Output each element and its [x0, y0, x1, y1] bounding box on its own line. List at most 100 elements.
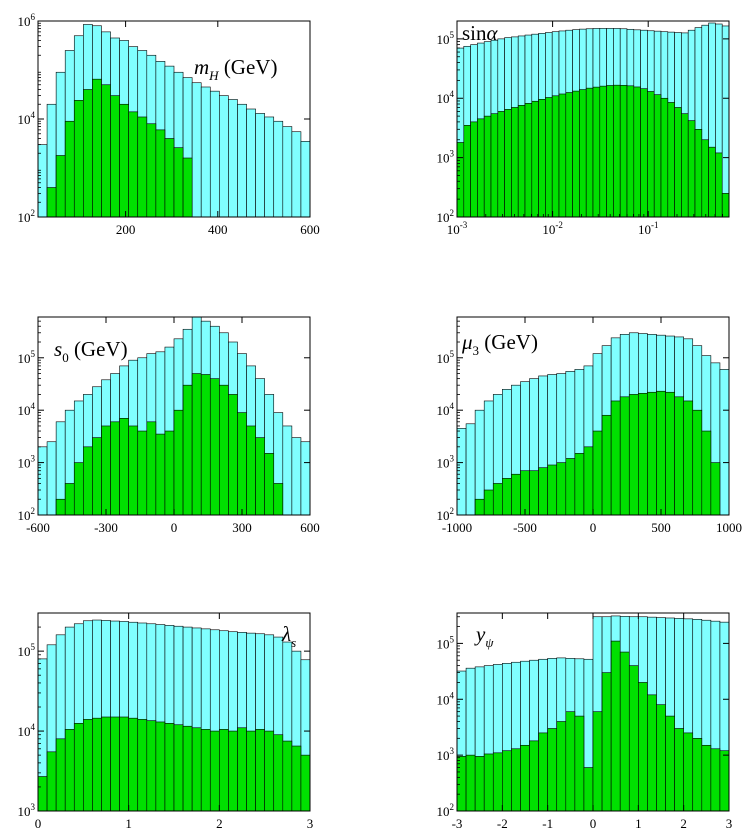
s0-y-tick-label: 102	[18, 506, 36, 523]
mu3-x-tick-label: 0	[590, 520, 597, 535]
lambdas-green-bar	[246, 730, 256, 812]
ypsi-x-tick-label: -2	[497, 816, 508, 831]
mh-green-bar	[173, 147, 184, 218]
sinalpha-green-bar	[626, 85, 635, 218]
s0-green-bar	[219, 384, 229, 516]
ypsi-y-tick-label: 102	[437, 802, 455, 819]
s0-green-bar	[83, 446, 93, 516]
s0-cyan-bar	[37, 446, 48, 516]
s0-green-bar	[209, 378, 220, 516]
sinalpha-green-bar	[470, 121, 478, 218]
mu3-green-bar	[492, 483, 503, 516]
mu3-green-bar	[665, 391, 675, 516]
s0-green-bar	[255, 437, 265, 516]
lambdas-green-bar	[128, 717, 139, 812]
sinalpha-x-tick-label: 10-3	[447, 220, 468, 237]
sinalpha-green-bar	[538, 99, 546, 218]
s0-cyan-bar	[282, 425, 293, 516]
s0-green-bar	[182, 384, 193, 516]
s0-green-bar	[64, 483, 75, 516]
lambdas-variable-label: λs	[281, 622, 296, 650]
ypsi-green-bar	[511, 748, 521, 812]
ypsi-green-bar	[592, 711, 603, 812]
mh-cyan-bar	[255, 113, 265, 218]
panel-ypsi: -3 -2 -1 0 1 2 3 102 103 104 105 yψ	[437, 612, 733, 831]
mu3-green-bar	[574, 453, 585, 516]
s0-y-tick-label: 105	[18, 349, 36, 366]
mh-cyan-bar	[237, 103, 247, 218]
mu3-green-bar	[683, 400, 694, 516]
sinalpha-green-bar	[490, 113, 499, 218]
mu3-green-bar	[474, 498, 485, 516]
panel-s0: -600 -300 0 300 600 102 103 104 105 s0 (GeV)	[18, 316, 320, 535]
lambdas-green-bar	[92, 717, 102, 812]
s0-x-tick-label: -300	[94, 520, 118, 535]
ypsi-green-bar	[647, 694, 657, 812]
sinalpha-green-bar	[477, 118, 485, 218]
mh-green-bar	[92, 78, 102, 218]
lambdas-y-tick-label: 103	[18, 802, 36, 819]
mh-cyan-bar	[200, 86, 211, 218]
sinalpha-green-bar	[592, 86, 601, 218]
mu3-variable-label: μ3 (GeV)	[461, 330, 538, 358]
ypsi-green-bar	[583, 767, 594, 812]
sinalpha-green-bar	[531, 100, 539, 218]
ypsi-x-tick-label: 3	[726, 816, 733, 831]
mh-cyan-bar	[37, 144, 48, 218]
mu3-green-bar	[565, 458, 576, 516]
ypsi-green-bar	[656, 704, 666, 812]
mh-y-tick-label: 106	[18, 12, 36, 29]
mu3-green-bar	[601, 414, 612, 516]
sinalpha-green-bar	[647, 91, 655, 218]
ypsi-green-bar	[547, 728, 558, 812]
lambdas-green-bar	[255, 729, 265, 812]
sinalpha-green-bar	[579, 89, 587, 218]
lambdas-green-bar	[155, 721, 166, 812]
ypsi-green-bar	[719, 750, 730, 812]
s0-green-bar	[191, 373, 202, 516]
sinalpha-green-bar	[545, 97, 553, 218]
ypsi-green-bar	[710, 748, 721, 812]
mu3-y-tick-label: 103	[437, 454, 455, 471]
mu3-cyan-bar	[465, 423, 476, 516]
s0-green-bar	[173, 409, 184, 516]
mu3-green-bar	[638, 392, 648, 516]
mh-variable-label: mH (GeV)	[194, 55, 277, 83]
lambdas-green-bar	[300, 754, 311, 812]
lambdas-green-bar	[55, 738, 66, 812]
mu3-cyan-bar	[456, 428, 467, 516]
panel-lambdas: 0 1 2 3 103 104 105 λs	[18, 612, 313, 831]
ypsi-green-bar	[701, 744, 712, 812]
sinalpha-green-bar	[694, 129, 703, 218]
lambdas-y-tick-label: 104	[18, 722, 36, 739]
mu3-green-bar	[647, 391, 657, 516]
mu3-cyan-bar	[719, 369, 730, 516]
mu3-green-bar	[610, 400, 621, 516]
mh-green-bar	[46, 187, 57, 218]
ypsi-green-bar	[628, 665, 639, 812]
lambdas-green-bar	[37, 776, 48, 812]
s0-y-tick-label: 104	[18, 401, 36, 418]
lambdas-green-bar	[191, 727, 202, 812]
mu3-green-bar	[674, 396, 684, 516]
s0-green-bar	[55, 498, 66, 516]
sinalpha-green-bar	[558, 93, 567, 218]
ypsi-green-bar	[492, 752, 503, 812]
s0-green-bar	[264, 453, 275, 516]
mu3-x-tick-label: -500	[513, 520, 537, 535]
lambdas-green-bar	[173, 724, 184, 812]
s0-green-bar	[146, 421, 157, 516]
lambdas-y-tick-label: 105	[18, 642, 36, 659]
sinalpha-green-bar	[606, 85, 614, 218]
mu3-green-bar	[538, 467, 548, 516]
ypsi-green-bar	[502, 750, 512, 812]
s0-cyan-bar	[300, 441, 311, 516]
mh-green-bar	[128, 111, 139, 218]
lambdas-green-bar	[64, 729, 75, 812]
lambdas-plot-frame	[37, 612, 311, 812]
mh-green-bar	[55, 155, 66, 218]
sinalpha-green-bar	[599, 85, 607, 218]
mu3-x-tick-label: 500	[651, 520, 671, 535]
s0-green-bar	[200, 374, 211, 516]
